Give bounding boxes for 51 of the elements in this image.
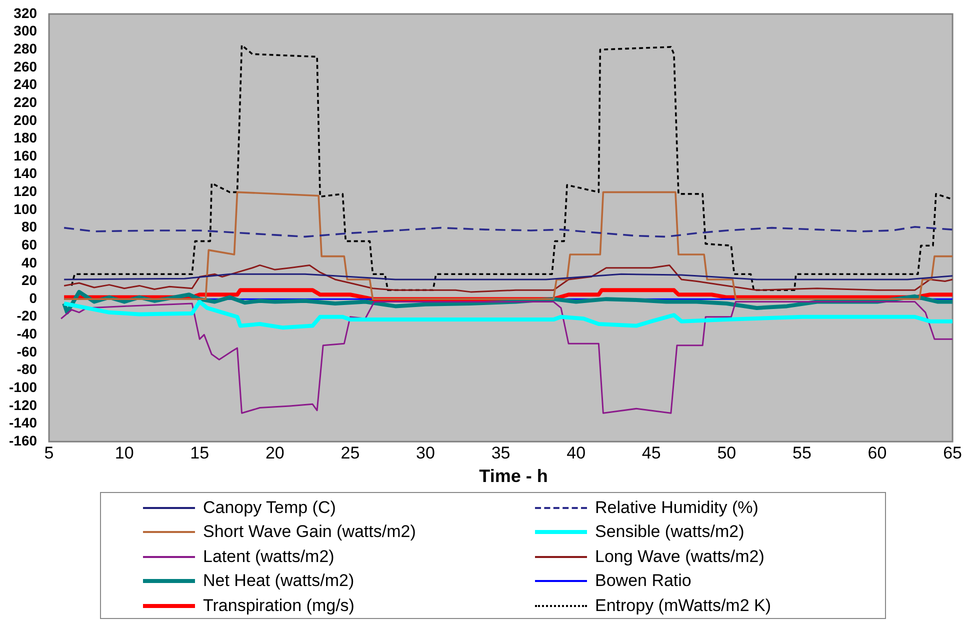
y-tick-label: 220	[14, 94, 38, 110]
legend-label: Sensible (watts/m2)	[595, 522, 744, 542]
x-tick-label: 55	[792, 443, 812, 462]
y-tick-label: -140	[8, 414, 38, 431]
legend-label: Long Wave (watts/m2)	[595, 546, 764, 567]
y-tick-label: 160	[14, 147, 38, 164]
x-tick-label: 50	[717, 443, 736, 462]
y-tick-label: 180	[14, 130, 38, 146]
legend-label: Latent (watts/m2)	[203, 546, 334, 567]
x-tick-label: 65	[943, 443, 962, 462]
line-series	[63, 226, 953, 238]
y-tick-label: 80	[21, 218, 38, 235]
y-tick-label: -40	[16, 326, 38, 342]
legend-label: Entropy (mWatts/m2 K)	[595, 596, 772, 616]
line-series	[70, 44, 953, 292]
legend-label: Net Heat (watts/m2)	[203, 571, 354, 592]
x-tick-label: 30	[416, 443, 435, 462]
legend-label: Transpiration (mg/s)	[203, 596, 354, 616]
legend-label: Relative Humidity (%)	[595, 498, 758, 518]
x-tick-label: 40	[566, 443, 586, 462]
y-tick-label: -20	[16, 308, 38, 324]
x-tick-label: 20	[265, 443, 284, 462]
x-tick-label: 35	[491, 443, 510, 462]
y-tick-label: -60	[16, 343, 38, 360]
y-tick-label: 60	[21, 236, 38, 252]
y-tick-label: 260	[14, 58, 38, 74]
y-tick-label: 40	[21, 254, 38, 270]
y-tick-label: 320	[14, 4, 38, 21]
y-tick-label: 140	[14, 165, 38, 182]
y-tick-label: 280	[14, 40, 38, 56]
y-tick-label: 200	[14, 112, 38, 128]
y-tick-label: 0	[29, 290, 38, 306]
y-tick-label: 300	[14, 22, 38, 39]
x-tick-label: 5	[44, 443, 54, 462]
x-tick-label: 10	[114, 443, 134, 462]
legend-label: Short Wave Gain (watts/m2)	[203, 522, 416, 542]
legend-label: Canopy Temp (C)	[203, 498, 336, 518]
y-tick-label: 120	[14, 183, 38, 200]
x-tick-label: 15	[190, 443, 210, 462]
x-tick-label: 60	[868, 443, 887, 462]
legend-label: Bowen Ratio	[595, 571, 692, 592]
y-tick-label: -160	[8, 432, 38, 448]
y-tick-label: -100	[8, 379, 38, 396]
x-tick-label: 45	[642, 443, 661, 462]
y-tick-label: -120	[8, 396, 38, 413]
y-tick-label: -80	[16, 361, 38, 378]
x-tick-label: 25	[340, 443, 360, 462]
y-tick-label: 240	[14, 76, 38, 92]
y-tick-label: 20	[21, 272, 38, 288]
x-axis-title: Time - h	[478, 466, 549, 487]
y-tick-label: 100	[14, 200, 38, 217]
